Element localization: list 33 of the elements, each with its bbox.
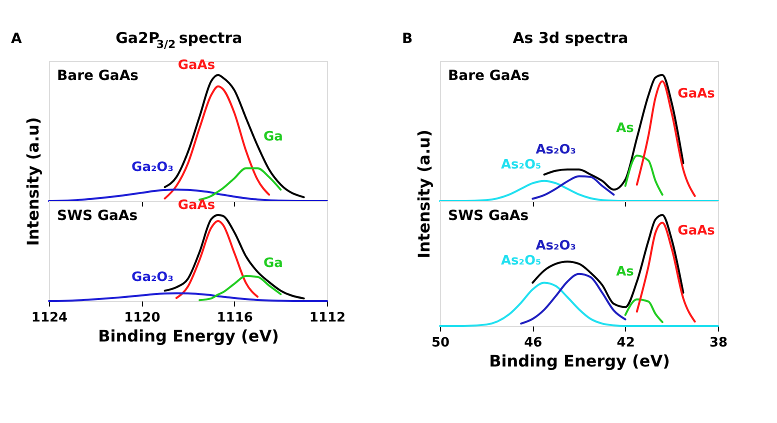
text: B — [402, 31, 413, 47]
x-tick-label: 46 — [524, 336, 542, 350]
series-label: As — [616, 264, 634, 280]
series-label: As₂O₃ — [536, 142, 576, 158]
x-tick-label: 42 — [616, 336, 635, 350]
annotation: Bare GaAs — [448, 68, 530, 84]
series-label: GaAs — [678, 86, 716, 102]
series-label: As₂O₃ — [536, 238, 576, 254]
series-label: Ga — [264, 256, 283, 271]
x-axis-title: Binding Energy (eV) — [98, 326, 279, 346]
series-label: GaAs — [178, 58, 216, 73]
x-tick-label: 1116 — [216, 310, 253, 326]
series-label: GaAs — [178, 198, 216, 213]
x-tick-label: 1120 — [124, 310, 160, 326]
y-axis-title: Intensity (a.u) — [24, 117, 42, 246]
annotation: SWS GaAs — [448, 208, 529, 224]
series-label: As₂O₅ — [501, 158, 542, 173]
y-axis-title: Intensity (a.u) — [414, 130, 434, 258]
x-tick-label: 1124 — [31, 310, 68, 326]
x-tick-label: 38 — [709, 336, 728, 350]
text: A — [11, 31, 22, 47]
annotation: Bare GaAs — [57, 68, 138, 84]
series-label: Ga — [264, 130, 283, 145]
x-tick-label: 1112 — [309, 310, 346, 326]
series-label: GaAs — [678, 223, 716, 238]
annotation: SWS GaAs — [57, 208, 138, 224]
chart-title: As 3d spectra — [512, 29, 628, 47]
x-axis-title: Binding Energy (eV) — [489, 352, 670, 370]
series-label: As₂O₅ — [501, 254, 542, 268]
series-label: Ga₂O₃ — [132, 270, 174, 286]
x-tick-label: 50 — [431, 336, 450, 350]
series-label: As — [616, 121, 634, 136]
series-label: Ga₂O₃ — [132, 160, 174, 176]
